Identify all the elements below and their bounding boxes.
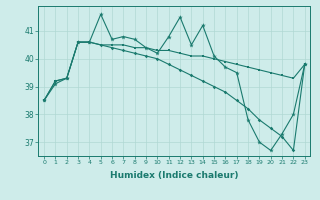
X-axis label: Humidex (Indice chaleur): Humidex (Indice chaleur) (110, 171, 239, 180)
